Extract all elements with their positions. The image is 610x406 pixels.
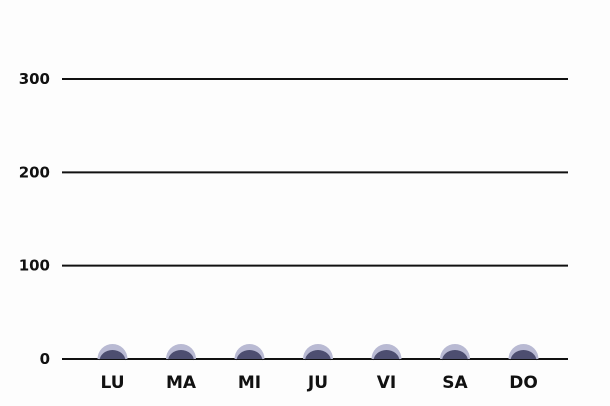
- bar-ma: [166, 344, 196, 361]
- bar-sa: [440, 344, 470, 361]
- bar-fill: [442, 350, 468, 361]
- bar-ju: [303, 344, 333, 361]
- x-axis-category-labels: LU MA MI JU VI SA DO: [100, 373, 537, 393]
- x-tick-label-lu: LU: [100, 373, 124, 393]
- y-tick-label: 200: [19, 163, 50, 181]
- x-tick-label-mi: MI: [238, 373, 261, 393]
- bar-fill: [236, 350, 263, 361]
- x-tick-label-ma: MA: [166, 373, 197, 393]
- y-tick-label: 100: [19, 257, 50, 275]
- x-tick-label-vi: VI: [377, 373, 396, 393]
- x-tick-label-sa: SA: [442, 373, 468, 393]
- y-axis-tick-labels: 0 100 200 300: [19, 70, 50, 368]
- gridlines: [62, 78, 568, 360]
- x-tick-label-do: DO: [509, 373, 538, 393]
- bar-fill: [373, 350, 400, 361]
- bar-fill: [168, 350, 194, 361]
- y-tick-label: 0: [40, 350, 50, 368]
- bar-fill: [99, 350, 126, 361]
- bar-fill: [305, 350, 331, 361]
- bar-vi: [371, 344, 402, 361]
- bar-lu: [97, 344, 128, 361]
- bar-do: [508, 344, 539, 361]
- bar-fill: [510, 350, 537, 361]
- y-tick-label: 300: [19, 70, 50, 88]
- bar-mi: [234, 344, 265, 361]
- x-tick-label-ju: JU: [307, 373, 328, 393]
- bars: [97, 344, 539, 361]
